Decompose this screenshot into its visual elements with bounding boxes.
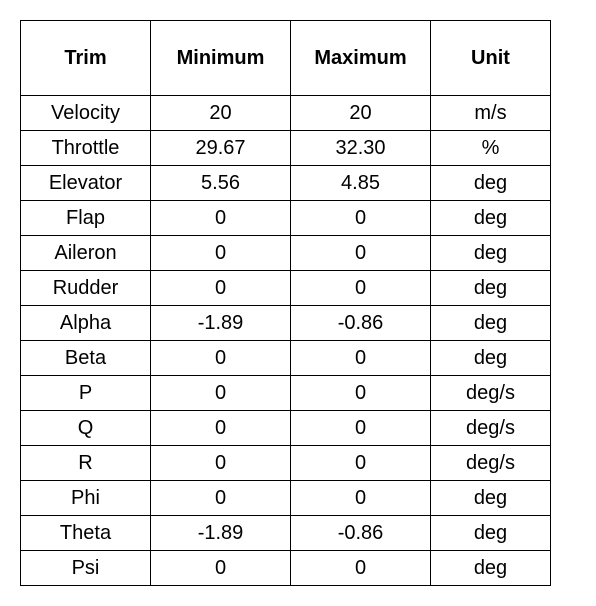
cell-min: 0 xyxy=(151,411,291,446)
cell-max: 0 xyxy=(291,341,431,376)
cell-min: -1.89 xyxy=(151,306,291,341)
table-header: Trim Minimum Maximum Unit xyxy=(21,21,551,96)
table-row: Theta-1.89-0.86deg xyxy=(21,516,551,551)
cell-trim: R xyxy=(21,446,151,481)
cell-unit: deg xyxy=(431,551,551,586)
cell-unit: deg/s xyxy=(431,446,551,481)
cell-unit: deg xyxy=(431,201,551,236)
cell-unit: deg xyxy=(431,306,551,341)
table-row: Q00deg/s xyxy=(21,411,551,446)
cell-trim: Elevator xyxy=(21,166,151,201)
cell-trim: Phi xyxy=(21,481,151,516)
cell-trim: P xyxy=(21,376,151,411)
cell-trim: Alpha xyxy=(21,306,151,341)
cell-min: 0 xyxy=(151,481,291,516)
cell-max: 32.30 xyxy=(291,131,431,166)
cell-max: 0 xyxy=(291,376,431,411)
cell-trim: Rudder xyxy=(21,271,151,306)
cell-unit: deg xyxy=(431,236,551,271)
table-row: Velocity2020m/s xyxy=(21,96,551,131)
cell-min: -1.89 xyxy=(151,516,291,551)
table-row: Throttle29.6732.30% xyxy=(21,131,551,166)
header-row: Trim Minimum Maximum Unit xyxy=(21,21,551,96)
cell-trim: Psi xyxy=(21,551,151,586)
col-header-trim: Trim xyxy=(21,21,151,96)
cell-min: 0 xyxy=(151,341,291,376)
cell-max: 0 xyxy=(291,236,431,271)
cell-max: 0 xyxy=(291,551,431,586)
cell-unit: % xyxy=(431,131,551,166)
trim-table: Trim Minimum Maximum Unit Velocity2020m/… xyxy=(20,20,551,586)
cell-trim: Theta xyxy=(21,516,151,551)
table-row: Elevator5.564.85deg xyxy=(21,166,551,201)
cell-max: 20 xyxy=(291,96,431,131)
cell-unit: deg xyxy=(431,481,551,516)
table-row: Psi00deg xyxy=(21,551,551,586)
col-header-max: Maximum xyxy=(291,21,431,96)
col-header-min: Minimum xyxy=(151,21,291,96)
cell-max: 0 xyxy=(291,446,431,481)
cell-unit: m/s xyxy=(431,96,551,131)
cell-trim: Aileron xyxy=(21,236,151,271)
cell-max: -0.86 xyxy=(291,516,431,551)
cell-trim: Beta xyxy=(21,341,151,376)
cell-unit: deg xyxy=(431,516,551,551)
cell-max: 0 xyxy=(291,411,431,446)
cell-unit: deg xyxy=(431,341,551,376)
cell-min: 0 xyxy=(151,271,291,306)
cell-unit: deg/s xyxy=(431,411,551,446)
cell-min: 0 xyxy=(151,376,291,411)
cell-min: 0 xyxy=(151,201,291,236)
cell-min: 0 xyxy=(151,446,291,481)
cell-unit: deg/s xyxy=(431,376,551,411)
cell-trim: Q xyxy=(21,411,151,446)
cell-min: 20 xyxy=(151,96,291,131)
cell-min: 5.56 xyxy=(151,166,291,201)
cell-max: 0 xyxy=(291,271,431,306)
cell-max: 0 xyxy=(291,201,431,236)
table-body: Velocity2020m/sThrottle29.6732.30%Elevat… xyxy=(21,96,551,586)
table-row: Phi00deg xyxy=(21,481,551,516)
table-row: R00deg/s xyxy=(21,446,551,481)
table-row: Beta00deg xyxy=(21,341,551,376)
cell-min: 0 xyxy=(151,236,291,271)
table-row: Alpha-1.89-0.86deg xyxy=(21,306,551,341)
cell-max: 4.85 xyxy=(291,166,431,201)
table-row: Aileron00deg xyxy=(21,236,551,271)
cell-trim: Velocity xyxy=(21,96,151,131)
cell-unit: deg xyxy=(431,166,551,201)
cell-unit: deg xyxy=(431,271,551,306)
table-row: P00deg/s xyxy=(21,376,551,411)
cell-min: 0 xyxy=(151,551,291,586)
table-row: Rudder00deg xyxy=(21,271,551,306)
cell-trim: Throttle xyxy=(21,131,151,166)
cell-max: -0.86 xyxy=(291,306,431,341)
cell-trim: Flap xyxy=(21,201,151,236)
table-row: Flap00deg xyxy=(21,201,551,236)
cell-min: 29.67 xyxy=(151,131,291,166)
col-header-unit: Unit xyxy=(431,21,551,96)
cell-max: 0 xyxy=(291,481,431,516)
